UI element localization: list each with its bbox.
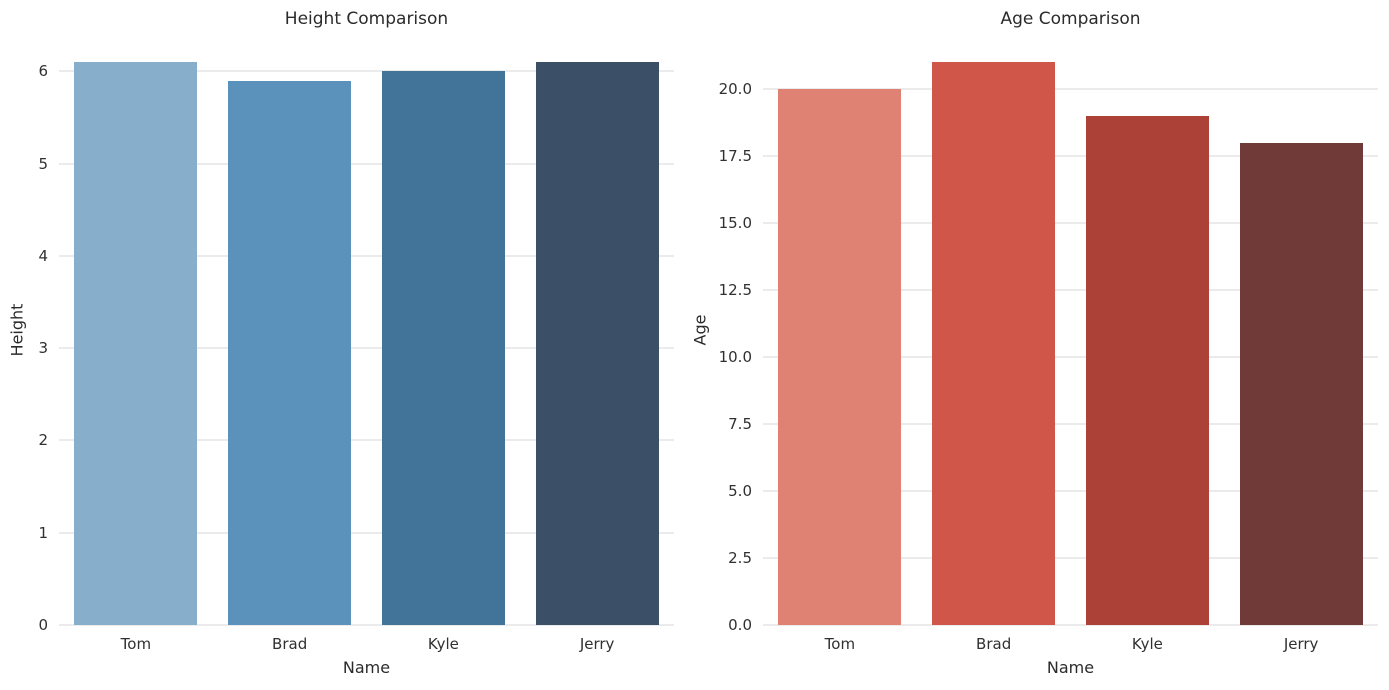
y-tick-label: 20.0 xyxy=(718,79,752,98)
x-axis-label: Name xyxy=(342,658,391,677)
gridline xyxy=(59,70,674,72)
subplot-age-comparison: Age Comparison Age 0.0 2.5 5.0 7.5 10.0 12.5 1… xyxy=(691,9,1378,677)
y-tick-label: 12.5 xyxy=(718,280,752,299)
y-tick-label: 10.0 xyxy=(718,347,752,366)
y-tick-label: 6 xyxy=(38,62,48,81)
gridline xyxy=(59,532,674,534)
bar-brad xyxy=(228,80,352,625)
gridline xyxy=(763,155,1378,157)
gridline xyxy=(59,624,674,626)
bar-kyle xyxy=(381,71,505,625)
gridline xyxy=(763,289,1378,291)
gridline xyxy=(59,255,674,257)
x-axis-label: Name xyxy=(1046,658,1095,677)
x-tick-label: Jerry xyxy=(579,635,615,653)
plot-area: 0 1 2 3 4 5 6 Tom Brad Kyle Jerry xyxy=(38,34,674,653)
gridline xyxy=(59,347,674,349)
y-tick-label: 1 xyxy=(38,523,48,542)
bar-jerry xyxy=(535,62,659,625)
bar-brad xyxy=(932,62,1056,625)
subplot-height-comparison: Height Comparison Height 0 1 2 3 4 5 6 Tom Brad K… xyxy=(8,9,674,677)
gridline xyxy=(763,222,1378,224)
x-tick-label: Tom xyxy=(120,635,152,653)
y-tick-label: 5 xyxy=(38,154,48,173)
x-tick-label: Kyle xyxy=(1131,635,1163,653)
chart-title: Height Comparison xyxy=(284,9,449,29)
plot-area: 0.0 2.5 5.0 7.5 10.0 12.5 15.0 17.5 20.0 Tom Brad K… xyxy=(719,34,1378,653)
gridline xyxy=(763,624,1378,626)
bar-jerry xyxy=(1239,142,1363,625)
y-tick-label: 0.0 xyxy=(728,616,752,634)
gridline xyxy=(763,557,1378,559)
x-tick-label: Tom xyxy=(824,635,856,653)
y-tick-label: 4 xyxy=(38,246,48,265)
gridline xyxy=(763,88,1378,90)
bar-tom xyxy=(778,88,902,625)
x-tick-label: Jerry xyxy=(1283,635,1319,653)
x-tick-label: Kyle xyxy=(427,635,459,653)
y-tick-label: 7.5 xyxy=(728,414,752,433)
y-tick-label: 17.5 xyxy=(718,146,752,165)
x-tick-label: Brad xyxy=(976,635,1012,653)
y-tick-label: 3 xyxy=(38,339,48,358)
gridline xyxy=(763,356,1378,358)
y-tick-label: 2.5 xyxy=(728,548,752,567)
chart-title: Age Comparison xyxy=(1000,9,1141,29)
x-tick-label: Brad xyxy=(272,635,308,653)
gridline xyxy=(763,490,1378,492)
bar-tom xyxy=(74,62,198,625)
y-tick-label: 5.0 xyxy=(728,481,752,500)
gridline xyxy=(59,439,674,441)
y-axis-label: Age xyxy=(690,314,710,345)
y-tick-label: 2 xyxy=(38,431,48,450)
y-tick-label: 15.0 xyxy=(718,213,752,232)
y-axis-label: Height xyxy=(7,303,27,356)
bar-kyle xyxy=(1085,115,1209,625)
gridline xyxy=(59,163,674,165)
gridline xyxy=(763,423,1378,425)
y-tick-label: 0 xyxy=(38,616,48,634)
